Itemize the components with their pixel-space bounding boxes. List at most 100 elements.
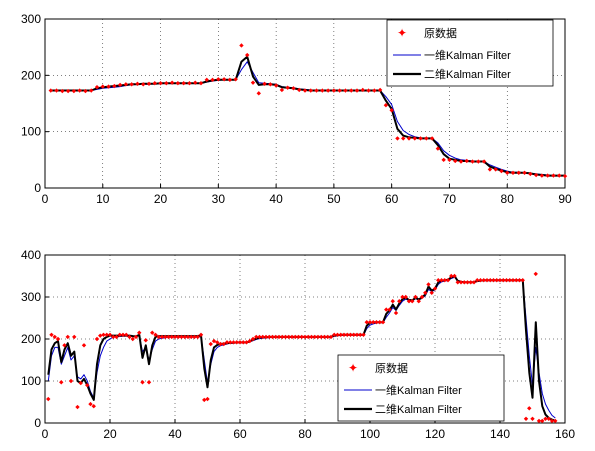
bottom-raw-point <box>416 299 421 304</box>
bottom-raw-point <box>179 334 184 340</box>
x-tick-label: 40 <box>168 427 182 441</box>
bottom-raw-point <box>494 278 499 283</box>
bottom-raw-point <box>169 334 174 340</box>
bottom-raw-point <box>273 334 278 340</box>
bottom-raw-point <box>536 418 542 424</box>
bottom-raw-point <box>510 278 516 283</box>
bottom-raw-point <box>332 332 337 337</box>
bottom-raw-point <box>497 278 503 283</box>
x-tick-label: 80 <box>501 192 515 206</box>
bottom-raw-point <box>150 330 155 335</box>
bottom-raw-point <box>237 340 243 345</box>
bottom-raw-point <box>289 334 295 340</box>
bottom-raw-point <box>133 334 139 340</box>
top-raw-point <box>65 88 71 94</box>
bottom-raw-point <box>231 340 236 345</box>
y-tick-label: 300 <box>21 290 41 304</box>
top-raw-point <box>453 158 458 164</box>
top-raw-point <box>83 88 88 94</box>
bottom-raw-point <box>406 299 412 304</box>
top-raw-point <box>100 84 105 89</box>
top-raw-point <box>389 108 394 113</box>
top-raw-point <box>505 170 510 175</box>
bottom-raw-point <box>101 332 106 337</box>
top-raw-point <box>557 173 562 178</box>
top-raw-point <box>250 80 256 85</box>
bottom-raw-point <box>120 332 126 337</box>
x-tick-label: 90 <box>558 192 572 206</box>
x-tick-label: 100 <box>360 427 380 441</box>
bottom-raw-point <box>91 404 96 409</box>
top-raw-point <box>441 157 446 163</box>
bottom-raw-point <box>85 383 90 388</box>
top-legend-raw-marker: ✦ <box>397 26 407 40</box>
top-subplot: 0 10 20 30 40 50 60 70 80 90 0 100 200 300 ✦ 原数据 一维K… <box>21 12 572 206</box>
bottom-raw-point <box>218 341 223 347</box>
bottom-raw-point <box>387 307 392 312</box>
top-raw-point <box>401 136 406 141</box>
top-raw-point <box>48 88 53 93</box>
top-raw-point <box>123 82 129 87</box>
bottom-raw-point <box>465 280 470 285</box>
bottom-raw-point <box>205 396 210 402</box>
bottom-raw-point <box>335 332 340 337</box>
bottom-raw-point <box>302 334 308 340</box>
bottom-raw-point <box>436 278 441 283</box>
bottom-raw-point <box>270 334 275 340</box>
bottom-raw-point <box>260 334 265 340</box>
bottom-raw-point <box>361 332 366 337</box>
bottom-raw-point <box>371 320 376 325</box>
bottom-raw-point <box>309 334 314 340</box>
top-series <box>48 43 568 179</box>
bottom-raw-point <box>267 334 272 340</box>
bottom-raw-point <box>419 294 425 300</box>
top-raw-point <box>245 52 250 58</box>
y-tick-label: 100 <box>21 125 41 139</box>
bottom-x-ticks: 0 20 40 60 80 100 120 140 160 <box>42 419 575 441</box>
bottom-raw-point <box>517 278 522 283</box>
top-raw-point <box>141 82 146 87</box>
top-raw-point <box>545 173 550 178</box>
bottom-raw-point <box>98 333 103 338</box>
bottom-raw-point <box>377 320 382 325</box>
top-raw-point <box>458 159 464 164</box>
top-raw-point <box>516 170 521 175</box>
bottom-legend-label-kf1: 一维Kalman Filter <box>375 384 462 397</box>
bottom-raw-point <box>68 378 74 384</box>
bottom-raw-point <box>475 278 480 283</box>
bottom-raw-point <box>163 334 168 340</box>
top-raw-point <box>314 88 319 93</box>
top-raw-point <box>175 81 181 86</box>
bottom-raw-point <box>59 380 64 385</box>
top-raw-point <box>447 157 452 163</box>
bottom-raw-point <box>462 280 467 285</box>
top-raw-point <box>77 88 82 93</box>
top-legend-label-kf2: 二维Kalman Filter <box>424 68 511 81</box>
bottom-raw-point <box>153 332 158 337</box>
top-raw-point <box>198 81 204 86</box>
bottom-raw-point <box>172 334 178 340</box>
x-tick-label: 140 <box>490 427 510 441</box>
bottom-raw-point <box>286 334 291 340</box>
top-raw-point <box>360 87 365 93</box>
bottom-raw-point <box>432 286 438 291</box>
bottom-raw-point <box>367 320 373 325</box>
top-raw-point <box>106 84 111 89</box>
bottom-raw-point <box>390 299 395 304</box>
bottom-raw-point <box>341 332 347 337</box>
bottom-raw-point <box>449 273 454 279</box>
bottom-raw-point <box>263 334 269 340</box>
bottom-raw-point <box>325 334 330 340</box>
bottom-raw-point <box>107 332 113 337</box>
y-tick-label: 100 <box>21 374 41 388</box>
bottom-raw-point <box>455 280 460 285</box>
bottom-raw-point <box>322 334 327 340</box>
bottom-raw-point <box>94 336 100 342</box>
top-raw-point <box>279 87 285 93</box>
top-raw-point <box>210 77 215 83</box>
bottom-raw-point <box>72 334 77 340</box>
top-raw-point <box>233 77 238 82</box>
bottom-raw-point <box>400 294 405 300</box>
top-raw-point <box>135 81 140 86</box>
top-legend-label-raw: 原数据 <box>424 26 457 40</box>
